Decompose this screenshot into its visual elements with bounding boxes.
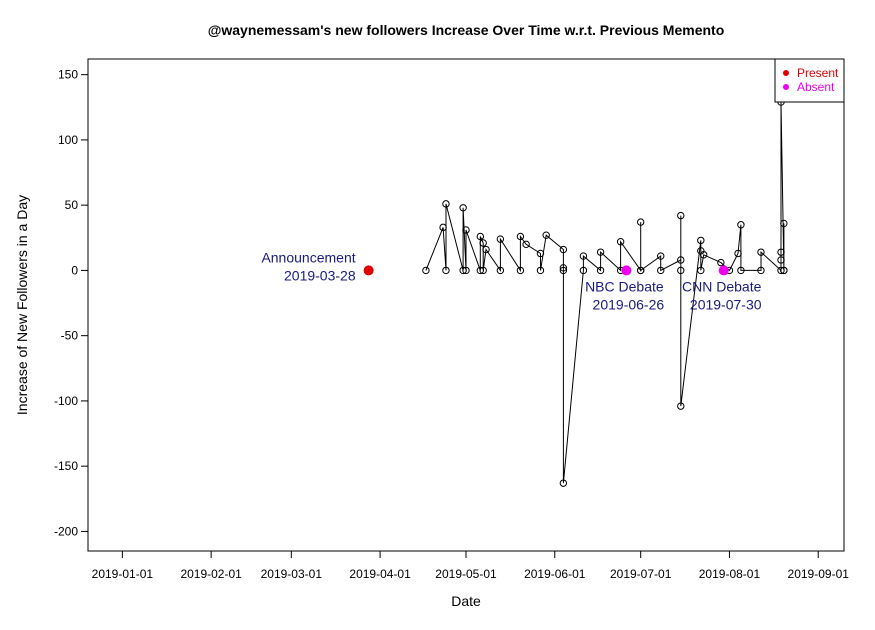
data-point <box>734 249 742 258</box>
data-point <box>542 231 550 239</box>
event-label: NBC Debate <box>585 278 664 294</box>
data-point <box>459 204 467 212</box>
data-point <box>636 266 645 275</box>
x-tick-label: 2019-09-01 <box>788 567 850 581</box>
event-date: 2019-07-30 <box>690 296 762 312</box>
data-point <box>737 266 745 275</box>
data-point <box>442 266 450 275</box>
y-tick-label: 150 <box>58 68 78 82</box>
legend-marker <box>783 84 789 90</box>
data-point <box>522 240 530 249</box>
data-point <box>616 238 625 246</box>
data-point <box>657 252 665 260</box>
y-tick-label: -50 <box>61 329 79 343</box>
data-point <box>559 479 568 487</box>
data-point <box>462 266 470 275</box>
y-tick-label: 0 <box>71 263 78 277</box>
data-point <box>636 218 645 226</box>
x-tick-label: 2019-04-01 <box>349 567 411 581</box>
data-point <box>559 266 568 275</box>
legend-box <box>774 58 845 103</box>
data-point <box>737 221 745 229</box>
y-axis-label: Increase of New Followers in a Day <box>14 195 30 415</box>
event-marker <box>363 265 374 276</box>
events-layer: Announcement 2019-03-28 NBC Debate 2019-06-… <box>261 249 761 312</box>
data-point <box>757 266 765 275</box>
data-point <box>677 402 685 410</box>
chart-title: @waynemessam's new followers Increase Ov… <box>208 22 725 38</box>
data-point <box>536 266 545 275</box>
data-point <box>697 266 705 275</box>
data-point <box>536 249 545 258</box>
legend-marker <box>783 70 789 76</box>
event-marker <box>718 265 729 276</box>
data-point <box>777 256 785 264</box>
event-label: CNN Debate <box>682 278 762 294</box>
x-tick-label: 2019-07-01 <box>610 567 672 581</box>
event-marker <box>621 265 632 276</box>
data-point <box>496 266 505 275</box>
data-point <box>579 252 588 260</box>
data-point <box>780 266 788 275</box>
data-point <box>677 256 685 264</box>
y-tick-label: 50 <box>65 198 79 212</box>
x-tick-label: 2019-02-01 <box>180 567 242 581</box>
event-label: Announcement <box>261 249 355 265</box>
y-axis: 150 100 50 0 -50 -100 -150 -200 <box>54 68 88 538</box>
data-point <box>439 223 447 232</box>
legend-label: Present <box>797 66 839 80</box>
x-tick-label: 2019-03-01 <box>261 567 323 581</box>
data-point <box>479 266 487 275</box>
data-point <box>777 266 785 275</box>
data-point <box>579 266 588 275</box>
data-point <box>717 258 725 267</box>
data-point <box>442 200 450 208</box>
y-tick-label: -200 <box>54 524 78 538</box>
data-point <box>699 251 708 259</box>
data-point <box>596 266 605 275</box>
data-point <box>516 266 525 275</box>
x-tick-label: 2019-05-01 <box>435 567 497 581</box>
data-point <box>482 245 490 254</box>
x-tick-label: 2019-08-01 <box>699 567 761 581</box>
x-axis-label: Date <box>451 593 481 609</box>
event-date: 2019-03-28 <box>284 267 356 283</box>
data-point <box>422 266 430 275</box>
y-tick-label: -100 <box>54 394 78 408</box>
y-tick-label: 100 <box>58 133 78 147</box>
x-tick-label: 2019-06-01 <box>524 567 586 581</box>
data-point <box>677 266 685 275</box>
data-point <box>476 232 485 241</box>
x-tick-label: 2019-01-01 <box>92 567 154 581</box>
data-point <box>459 266 467 275</box>
x-axis: 2019-01-01 2019-02-01 2019-03-01 2019-04-01… <box>92 551 850 581</box>
data-point <box>777 248 785 256</box>
series-layer <box>422 98 788 487</box>
data-point <box>757 248 765 256</box>
data-point <box>677 211 685 220</box>
data-point <box>479 239 487 247</box>
data-point <box>596 248 605 256</box>
data-point <box>496 235 505 243</box>
data-point <box>657 266 665 275</box>
data-point <box>559 245 568 254</box>
y-tick-label: -150 <box>54 459 78 473</box>
data-point <box>462 226 470 234</box>
data-point <box>697 236 705 245</box>
data-point <box>780 219 788 228</box>
data-point <box>476 266 485 275</box>
event-date: 2019-06-26 <box>593 296 665 312</box>
data-point <box>516 232 525 241</box>
legend-label: Absent <box>797 80 835 94</box>
data-point <box>559 264 568 272</box>
